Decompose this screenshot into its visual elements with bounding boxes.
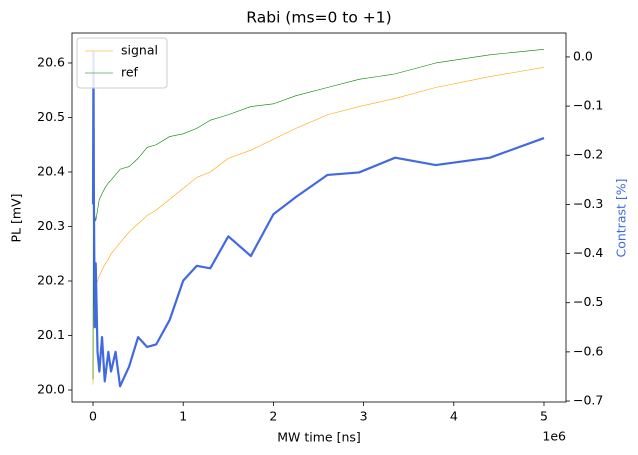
y2-tick-label: −0.3 (573, 196, 603, 211)
line-series (92, 67, 545, 385)
y2-tick-label: −0.1 (573, 98, 603, 113)
y2-tick-label: −0.6 (573, 343, 603, 358)
x-tick-label: 0 (89, 409, 97, 424)
y-axis-label: PL [mV] (9, 194, 24, 243)
y-tick-label: 20.0 (37, 382, 65, 397)
y2-tick-label: −0.5 (573, 294, 603, 309)
x-axis-label: MW time [ns] (277, 430, 361, 445)
y-tick-label: 20.4 (37, 163, 65, 178)
plot-frame (71, 32, 567, 403)
y-tick-label: 20.3 (37, 218, 65, 233)
x-tick-label: 3 (360, 409, 368, 424)
x-tick-label: 5 (540, 409, 548, 424)
line-series (92, 49, 545, 380)
chart-title: Rabi (ms=0 to +1) (246, 9, 391, 27)
legend-label: ref (121, 65, 139, 80)
y-tick-label: 20.6 (37, 54, 65, 69)
y-tick-label: 20.1 (37, 327, 65, 342)
y-tick-label: 20.5 (37, 109, 65, 124)
legend-label: signal (121, 43, 158, 58)
y-tick-label: 20.2 (37, 272, 65, 287)
x-tick-label: 4 (450, 409, 458, 424)
x-offset-label: 1e6 (542, 429, 566, 444)
y2-tick-label: −0.4 (573, 245, 603, 260)
legend: signal ref (76, 37, 168, 89)
x-tick-label: 2 (269, 409, 277, 424)
y2-tick-label: −0.2 (573, 147, 603, 162)
x-tick-label: 1 (179, 409, 187, 424)
legend-box (76, 37, 168, 89)
line-series (91, 50, 545, 388)
y2-axis-label: Contrast [%] (614, 178, 629, 257)
y2-tick-label: 0.0 (573, 48, 593, 63)
y2-tick-label: −0.7 (573, 393, 603, 408)
